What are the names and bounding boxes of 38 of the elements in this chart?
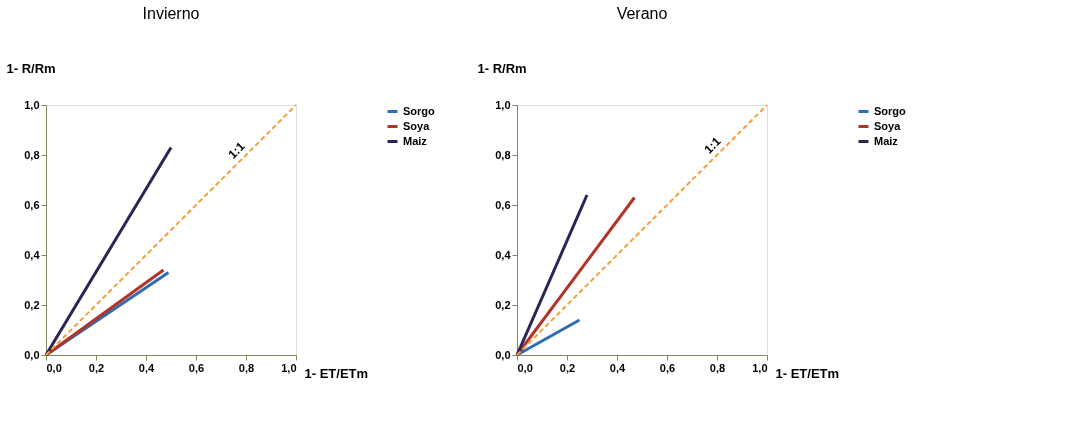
x-tick-label: 0,8 <box>709 361 726 374</box>
legend-label: Soya <box>874 119 902 132</box>
y-tick-label: 0,6 <box>24 198 40 211</box>
x-tick-label: 0,0 <box>517 361 533 374</box>
legend-label: Maiz <box>874 134 899 147</box>
y-tick-label: 0,8 <box>495 148 511 161</box>
legend-label: Sorgo <box>403 104 436 117</box>
x-tick-label: 0,2 <box>88 361 105 374</box>
x-axis-title: 1- ET/ETm <box>775 365 840 381</box>
x-axis-title: 1- ET/ETm <box>304 365 369 381</box>
x-tick-label: 0,6 <box>188 361 205 374</box>
y-tick-label: 0,0 <box>495 348 511 361</box>
y-tick-label: 0,8 <box>24 148 40 161</box>
legend-label: Sorgo <box>874 104 907 117</box>
chart-title: Invierno <box>142 5 200 22</box>
y-tick-label: 1,0 <box>24 98 40 111</box>
legend-label: Soya <box>403 119 431 132</box>
chart-title: Verano <box>616 5 668 22</box>
y-tick-label: 1,0 <box>495 98 511 111</box>
x-tick-label: 0,6 <box>659 361 676 374</box>
x-tick-label: 0,4 <box>609 361 627 374</box>
x-tick-label: 1,0 <box>281 361 297 374</box>
y-axis-title: 1- R/Rm <box>477 60 527 76</box>
y-axis-title: 1- R/Rm <box>6 60 56 76</box>
x-tick-label: 1,0 <box>752 361 768 374</box>
x-tick-label: 0,2 <box>559 361 576 374</box>
y-tick-label: 0,2 <box>495 298 511 311</box>
x-tick-label: 0,0 <box>46 361 62 374</box>
x-tick-label: 0,4 <box>138 361 156 374</box>
y-tick-label: 0,0 <box>24 348 40 361</box>
x-tick-label: 0,8 <box>238 361 255 374</box>
annotation: 1:1 <box>225 139 248 162</box>
legend-label: Maiz <box>403 134 428 147</box>
annotation: 1:1 <box>701 134 724 157</box>
y-tick-label: 0,2 <box>24 298 40 311</box>
y-tick-label: 0,4 <box>24 248 41 261</box>
y-tick-label: 0,4 <box>495 248 512 261</box>
y-tick-label: 0,6 <box>495 198 511 211</box>
